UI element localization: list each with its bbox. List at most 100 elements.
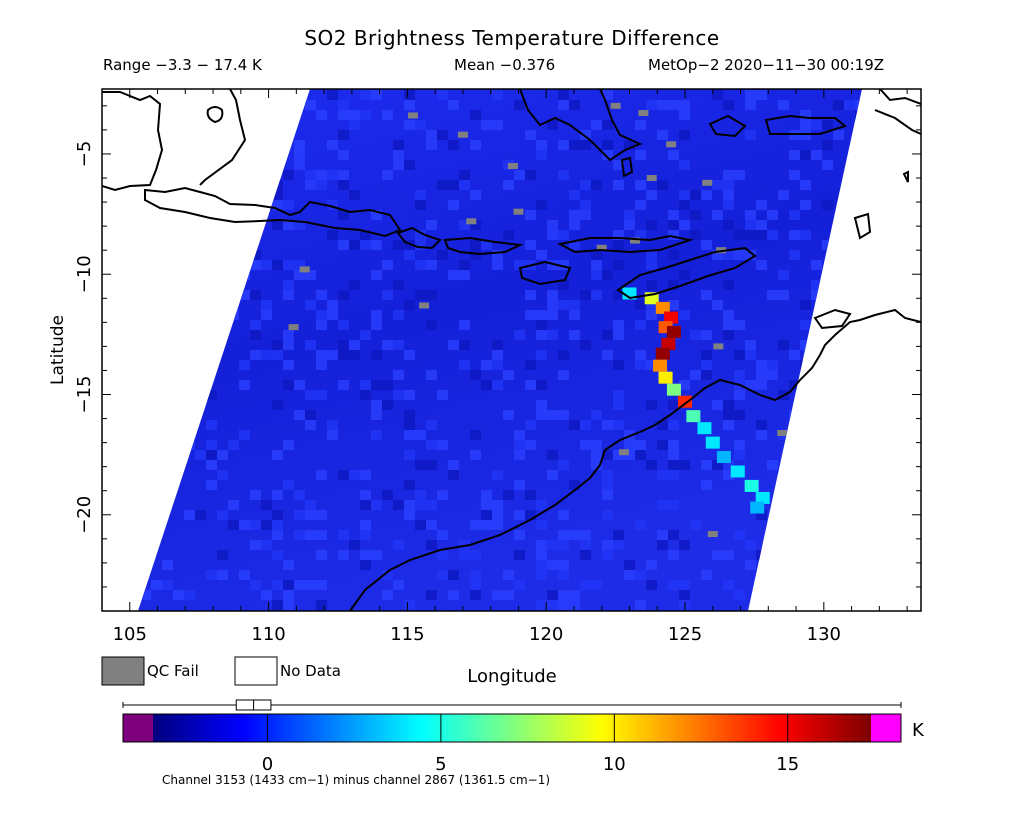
swath-pixel [789, 210, 800, 220]
swath-pixel [206, 390, 217, 400]
swath-pixel [635, 150, 646, 160]
swath-pixel [404, 120, 415, 130]
swath-pixel [261, 260, 272, 270]
swath-pixel [514, 170, 525, 180]
swath-pixel [580, 180, 591, 190]
swath-pixel [349, 110, 360, 120]
swath-pixel [580, 550, 591, 560]
swath-pixel [569, 240, 580, 250]
swath-pixel [679, 100, 690, 110]
swath-pixel [756, 200, 767, 210]
swath-pixel [272, 340, 283, 350]
swath-pixel [404, 240, 415, 250]
swath-pixel [668, 440, 679, 450]
distribution-boxplot [122, 699, 902, 711]
swath-pixel [613, 290, 624, 300]
swath-pixel [470, 450, 481, 460]
swath-pixel [789, 380, 800, 390]
swath-pixel [778, 270, 789, 280]
y-tick-label: −10 [74, 255, 95, 293]
swath-pixel [646, 250, 657, 260]
swath-pixel [503, 410, 514, 420]
swath-pixel [382, 340, 393, 350]
swath-pixel [360, 520, 371, 530]
swath-pixel [492, 90, 503, 100]
swath-pixel [338, 290, 349, 300]
swath-pixel [272, 550, 283, 560]
swath-pixel [261, 590, 272, 600]
coastlines [102, 89, 921, 611]
swath-pixel [525, 490, 536, 500]
swath-pixel [679, 380, 690, 390]
coastline-buton [620, 156, 634, 178]
swath-pixel [459, 360, 470, 370]
swath-pixel [426, 440, 437, 450]
swath-pixel [679, 600, 690, 610]
swath-pixel [690, 370, 701, 380]
swath-pixel [822, 160, 833, 170]
swath-pixel [745, 220, 756, 230]
swath-pixel [294, 490, 305, 500]
swath-pixel [470, 250, 481, 260]
qc-fail-pixel [666, 141, 677, 148]
swath-pixel [393, 310, 404, 320]
swath-pixel [305, 170, 316, 180]
swath-pixel [745, 350, 756, 360]
swath-pixel [316, 470, 327, 480]
swath-pixel [536, 330, 547, 340]
swath-pixel [283, 360, 294, 370]
swath-pixel [459, 170, 470, 180]
swath-pixel [536, 520, 547, 530]
swath-pixel [789, 250, 800, 260]
swath-pixel [547, 590, 558, 600]
swath-pixel [723, 190, 734, 200]
swath-pixel [536, 560, 547, 570]
plume-pixel [655, 301, 670, 314]
swath-pixel [514, 260, 525, 270]
swath-pixel [756, 230, 767, 240]
swath-pixel [382, 260, 393, 270]
swath-pixel [481, 380, 492, 390]
swath-pixel [338, 530, 349, 540]
swath-pixel [668, 420, 679, 430]
swath-pixel [558, 590, 569, 600]
swath-pixel [668, 530, 679, 540]
swath-pixel [822, 240, 833, 250]
swath-pixel [481, 120, 492, 130]
swath-pixel [382, 490, 393, 500]
swath-pixel [393, 280, 404, 290]
swath-pixel [646, 360, 657, 370]
swath-pixel [426, 260, 437, 270]
swath-pixel [206, 440, 217, 450]
swath-pixel [481, 510, 492, 520]
swath-pixel [272, 190, 283, 200]
swath-pixel [635, 570, 646, 580]
swath-pixel [811, 150, 822, 160]
swath-pixel [228, 440, 239, 450]
swath-pixel [723, 170, 734, 180]
swath-pixel [426, 520, 437, 530]
swath-pixel [239, 380, 250, 390]
swath-pixel [756, 370, 767, 380]
swath-pixel [283, 330, 294, 340]
qc-fail-pixel [646, 175, 657, 182]
swath-pixel [294, 260, 305, 270]
swath-pixel [602, 330, 613, 340]
swath-pixel [459, 180, 470, 190]
no-data-legend-label: No Data [280, 662, 341, 680]
swath-pixel [536, 150, 547, 160]
coastline-maluku [708, 114, 747, 138]
swath-pixel [525, 510, 536, 520]
swath-pixel [261, 520, 272, 530]
swath-pixel [547, 410, 558, 420]
swath-pixel [679, 200, 690, 210]
swath-pixel [514, 100, 525, 110]
swath-pixel [547, 300, 558, 310]
swath-pixel [712, 300, 723, 310]
swath-pixel [767, 460, 778, 470]
swath-pixel [305, 180, 316, 190]
coastline-papua [874, 89, 921, 135]
swath-pixel [745, 210, 756, 220]
swath-pixel [360, 110, 371, 120]
qc-fail-pixel [513, 208, 524, 215]
